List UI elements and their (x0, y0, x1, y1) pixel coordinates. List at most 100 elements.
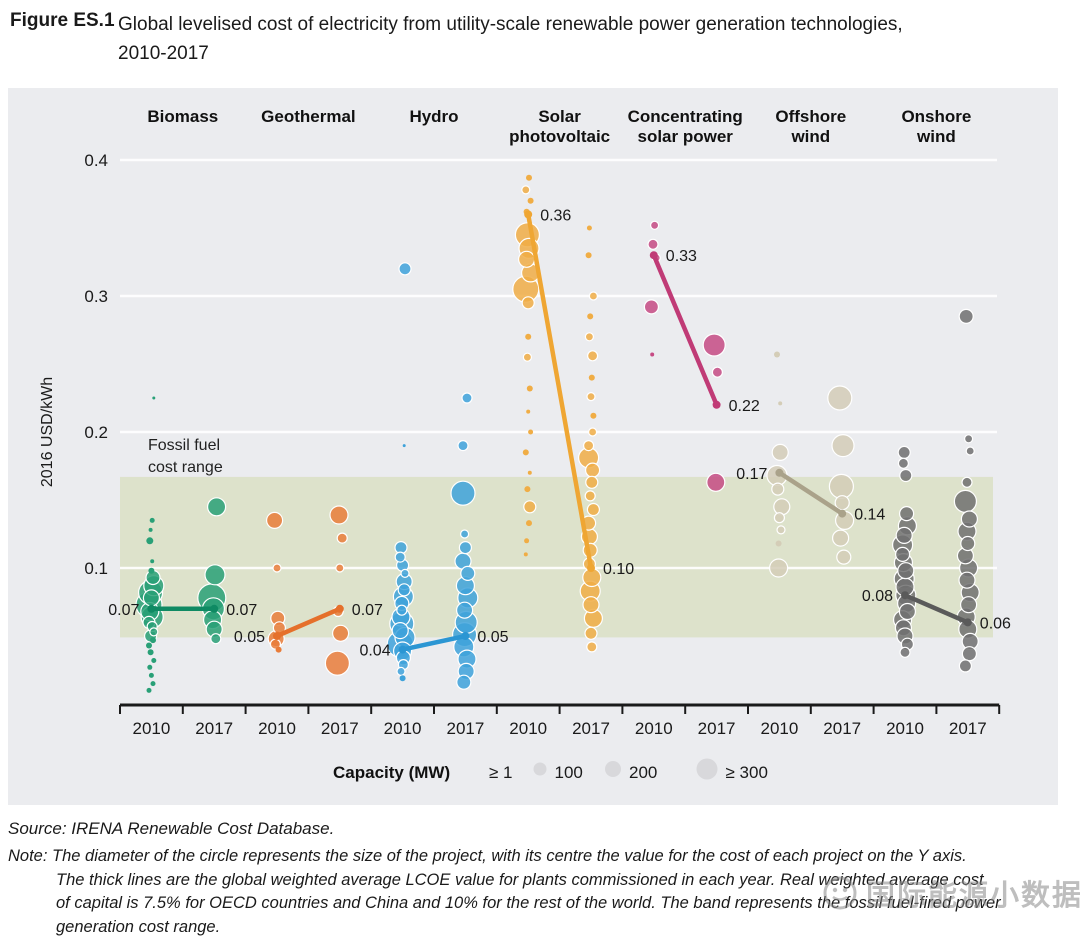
data-bubble (771, 482, 785, 496)
data-bubble (460, 565, 476, 581)
data-bubble (457, 440, 469, 452)
x-year-label: 2017 (195, 719, 233, 738)
data-bubble (391, 621, 409, 640)
average-point (461, 632, 470, 640)
average-point (524, 210, 533, 219)
y-tick-label: 0.1 (84, 559, 108, 578)
data-bubble (146, 687, 152, 693)
data-bubble (456, 601, 474, 619)
data-bubble (394, 551, 406, 563)
value-label: 0.05 (477, 629, 508, 646)
data-bubble (521, 185, 531, 195)
data-bubble (706, 472, 726, 492)
data-bubble (397, 583, 411, 597)
average-line (902, 592, 971, 625)
data-bubble (959, 596, 978, 614)
column-header: Geothermal (261, 107, 355, 126)
average-point (838, 509, 847, 518)
data-bubble (588, 374, 595, 381)
data-bubble (526, 174, 532, 181)
fossil-band-label: Fossil fuel (148, 437, 220, 454)
legend-item-label: ≥ 300 (726, 763, 768, 782)
data-bubble (587, 313, 594, 320)
value-label: 0.22 (729, 398, 760, 415)
data-bubble (586, 641, 598, 653)
data-bubble (148, 672, 154, 678)
note-line: Note: The diameter of the circle represe… (8, 847, 967, 865)
data-bubble (146, 642, 152, 649)
data-bubble (526, 385, 533, 392)
data-bubble (831, 434, 855, 458)
column-header: Offshore (775, 107, 846, 126)
data-bubble (151, 658, 157, 663)
data-bubble (396, 666, 406, 677)
data-bubble (585, 252, 592, 259)
data-bubble (965, 446, 975, 456)
data-bubble (458, 541, 472, 555)
data-bubble (650, 352, 655, 357)
column-header: photovoltaic (509, 127, 610, 146)
data-bubble (150, 637, 156, 644)
x-year-label: 2010 (384, 719, 422, 738)
lcoe-chart: 0.1 0.2 0.3 0.4 2016 USD/kWh Biomass Geotherma… (39, 107, 1011, 782)
data-bubble (897, 562, 915, 580)
data-bubble (396, 604, 408, 616)
average-point (712, 400, 721, 409)
x-year-label: 2010 (509, 719, 547, 738)
legend-title: Capacity (MW) (333, 763, 450, 782)
data-bubble (584, 462, 601, 478)
data-bubble (147, 664, 153, 670)
average-line (651, 252, 719, 408)
data-bubble (149, 517, 155, 523)
x-year-label: 2017 (823, 719, 861, 738)
data-bubble (836, 549, 852, 565)
x-year-label: 2017 (321, 719, 359, 738)
column-header: Solar (538, 107, 581, 126)
average-line (274, 606, 343, 639)
data-bubble (336, 532, 348, 544)
data-bubble (524, 486, 531, 493)
column-header: wind (916, 127, 956, 146)
figure-title: Global levelised cost of electricity fro… (118, 10, 903, 68)
data-bubble (528, 429, 534, 435)
data-bubble (450, 480, 476, 506)
data-bubble (522, 449, 529, 456)
data-bubble (958, 659, 973, 673)
data-bubble (898, 602, 917, 621)
value-label: 0.14 (854, 507, 885, 524)
data-bubble (524, 538, 530, 544)
data-bubble (894, 546, 911, 562)
value-label: 0.06 (980, 615, 1011, 632)
data-bubble (961, 646, 978, 662)
note-line: of capital is 7.5% for OECD countries an… (56, 894, 1001, 912)
x-year-label: 2017 (949, 719, 987, 738)
y-tick-label: 0.2 (84, 423, 108, 442)
data-bubble (582, 596, 600, 614)
data-bubble (776, 525, 786, 535)
data-bubble (827, 385, 853, 411)
data-bubble (146, 537, 154, 545)
data-bubble (961, 476, 973, 488)
value-label: 0.33 (666, 248, 697, 265)
value-label: 0.07 (226, 602, 257, 619)
column-header: Hydro (409, 107, 458, 126)
data-bubble (332, 624, 350, 642)
legend-item-label: ≥ 1 (489, 763, 513, 782)
data-bubble (831, 529, 850, 547)
data-bubble (456, 674, 472, 690)
value-label: 0.17 (736, 466, 767, 483)
data-bubble (460, 529, 470, 539)
data-bubble (324, 650, 350, 676)
data-bubble (773, 512, 786, 524)
fossil-band-label: cost range (148, 459, 223, 476)
x-year-label: 2010 (132, 719, 170, 738)
data-bubble (586, 350, 599, 362)
source-text: Source: IRENA Renewable Cost Database. (8, 819, 335, 838)
data-bubble (895, 526, 913, 544)
data-bubble (400, 568, 410, 578)
column-header: Biomass (147, 107, 218, 126)
data-bubble (586, 502, 601, 517)
x-year-label: 2010 (258, 719, 296, 738)
data-bubble (899, 468, 913, 483)
